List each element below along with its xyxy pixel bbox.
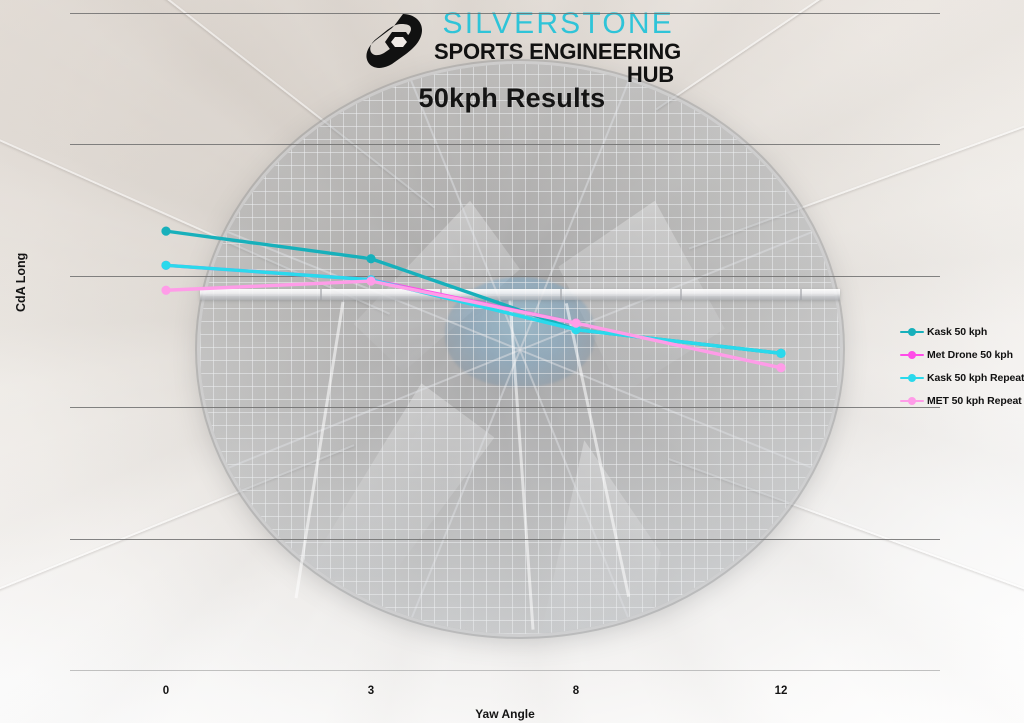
legend-item[interactable]: Met Drone 50 kph — [900, 345, 1024, 364]
x-axis-tick-label: 8 — [572, 685, 580, 697]
legend-label: MET 50 kph Repeat — [927, 394, 1022, 407]
brand-line-hub: HUB — [626, 62, 674, 87]
chart-legend: Kask 50 kph Met Drone 50 kph Kask 50 kph R… — [900, 322, 1024, 414]
gridline — [70, 670, 940, 671]
brand-line-silverstone: SILVERSTONE — [442, 7, 674, 40]
gridline — [70, 275, 940, 277]
silverstone-brand-block: SILVERSTONE SPORTS ENGINEERING HUB — [362, 7, 681, 88]
x-axis-title: Yaw Angle — [475, 707, 535, 721]
legend-color-swatch-icon — [900, 326, 924, 338]
x-axis-tick-label: 12 — [774, 685, 788, 697]
y-axis-title: CdA Long — [14, 252, 28, 312]
x-axis-tick-label: 0 — [162, 685, 170, 697]
legend-item[interactable]: MET 50 kph Repeat — [900, 391, 1024, 410]
gridline — [70, 13, 940, 14]
gridline — [70, 144, 940, 146]
legend-color-swatch-icon — [900, 349, 924, 361]
gridline — [70, 407, 940, 409]
legend-item[interactable]: Kask 50 kph Repeat — [900, 368, 1024, 387]
legend-label: Met Drone 50 kph — [927, 348, 1013, 361]
legend-label: Kask 50 kph — [927, 325, 988, 338]
legend-color-swatch-icon — [900, 372, 924, 384]
legend-item[interactable]: Kask 50 kph — [900, 322, 1024, 341]
gridline — [70, 538, 940, 540]
legend-color-swatch-icon — [900, 395, 924, 407]
x-axis-tick-label: 3 — [367, 685, 375, 697]
chart-title: 50kph Results — [418, 83, 606, 113]
silverstone-hexagon-logo-icon — [362, 12, 428, 74]
brand-line-sports-engineering: SPORTS ENGINEERING — [434, 39, 681, 64]
legend-label: Kask 50 kph Repeat — [927, 371, 1024, 384]
